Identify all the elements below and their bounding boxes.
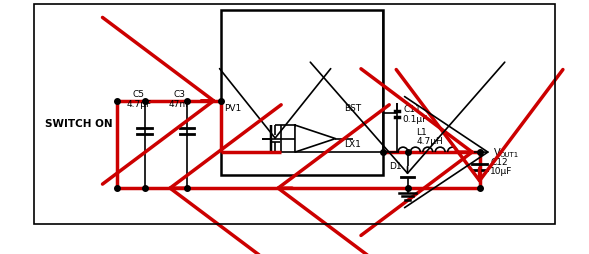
Bar bbox=[221, 11, 383, 175]
Text: C5: C5 bbox=[133, 90, 145, 99]
Text: D1: D1 bbox=[389, 162, 402, 170]
Text: OUT1: OUT1 bbox=[499, 151, 519, 157]
Text: SWITCH ON: SWITCH ON bbox=[45, 119, 113, 129]
Text: LX1: LX1 bbox=[345, 139, 362, 148]
Text: L1: L1 bbox=[416, 128, 427, 136]
Text: PV1: PV1 bbox=[224, 103, 241, 112]
Text: 47nF: 47nF bbox=[169, 100, 191, 108]
Text: V: V bbox=[494, 148, 501, 157]
Text: 4.7μF: 4.7μF bbox=[127, 100, 151, 108]
Text: C12: C12 bbox=[491, 157, 508, 166]
Text: BST: BST bbox=[345, 103, 362, 112]
Text: C11: C11 bbox=[403, 105, 421, 114]
Text: 4.7μH: 4.7μH bbox=[416, 136, 444, 145]
Text: 0.1μF: 0.1μF bbox=[402, 115, 428, 124]
Text: C3: C3 bbox=[173, 90, 186, 99]
Text: 10μF: 10μF bbox=[489, 166, 512, 175]
